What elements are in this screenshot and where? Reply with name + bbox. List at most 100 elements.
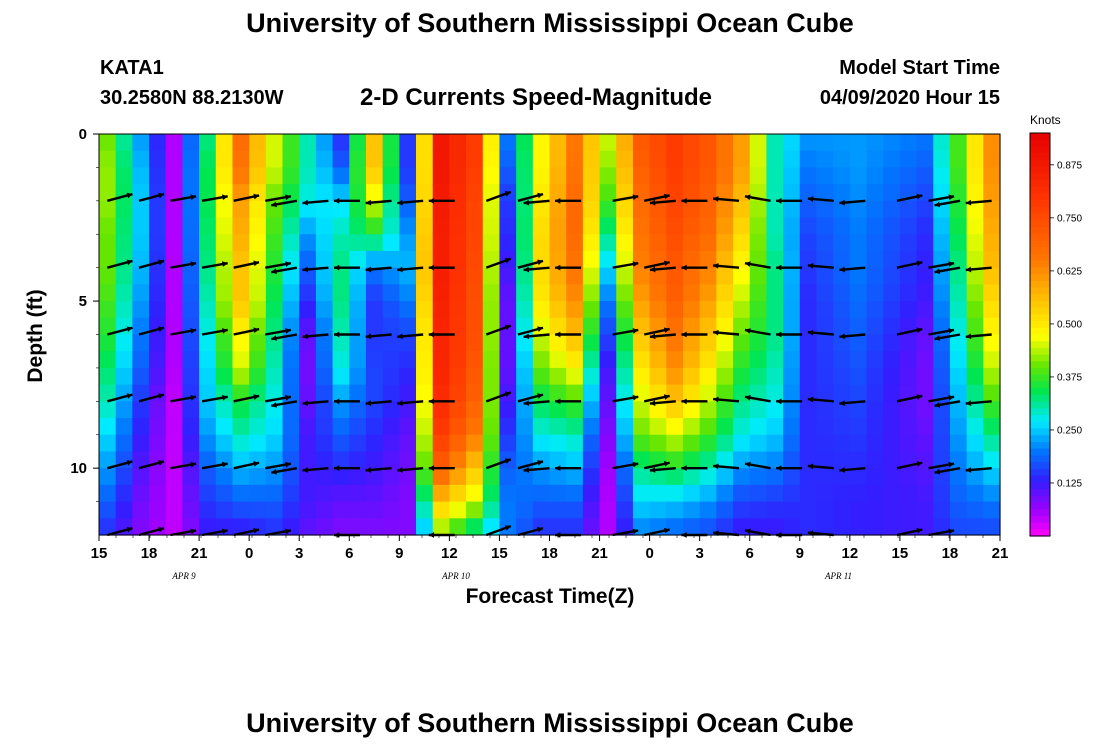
colorbar-tick-label: 0.375 (1057, 372, 1082, 383)
heatmap-cell (499, 334, 517, 352)
heatmap-cell (399, 317, 417, 336)
heatmap-cell (833, 200, 851, 219)
current-vector-arrow (428, 398, 455, 405)
heatmap-cell (165, 434, 184, 453)
current-vector-arrow (233, 394, 260, 403)
heatmap-cell (632, 150, 651, 169)
heatmap-cell (232, 150, 250, 169)
heatmap-cell (182, 200, 200, 219)
heatmap-cell (833, 401, 851, 419)
heatmap-cell (616, 167, 634, 185)
heatmap-cell (783, 250, 801, 269)
heatmap-cell (215, 217, 234, 235)
heatmap-cell (299, 184, 317, 202)
heatmap-cell (282, 434, 300, 453)
heatmap-cell (733, 351, 751, 369)
heatmap-cell (916, 351, 934, 369)
heatmap-cell (299, 401, 317, 419)
heatmap-cell (182, 418, 200, 436)
heatmap-cell (99, 284, 117, 302)
heatmap-cell (99, 351, 117, 369)
heatmap-cell (916, 217, 934, 235)
heatmap-cell (282, 217, 300, 235)
heatmap-cell (883, 317, 901, 336)
heatmap-cell (382, 234, 400, 252)
heatmap-cell (232, 167, 250, 185)
heatmap-cell (215, 134, 234, 152)
heatmap-cell (649, 267, 667, 285)
heatmap-cell (883, 150, 901, 169)
heatmap-cell (249, 501, 267, 519)
heatmap-cell (749, 367, 768, 386)
heatmap-cell (282, 384, 300, 402)
heatmap-cell (432, 200, 450, 219)
heatmap-cell (949, 451, 968, 469)
heatmap-cell (916, 434, 934, 453)
heatmap-cell (132, 367, 150, 386)
heatmap-cell (566, 401, 584, 419)
heatmap-cell (682, 284, 701, 302)
heatmap-cell (399, 250, 417, 269)
heatmap-cell (215, 234, 234, 252)
current-vector-arrow (233, 327, 260, 336)
current-vector-arrow (839, 466, 866, 473)
heatmap-cell (632, 284, 651, 302)
heatmap-cell (799, 401, 818, 419)
heatmap-cell (466, 484, 484, 503)
current-vector-arrow (612, 194, 639, 203)
heatmap-cell (199, 418, 217, 436)
heatmap-cell (699, 184, 717, 202)
heatmap-cell (599, 200, 617, 219)
heatmap-cell (549, 217, 567, 235)
current-vector-arrow (928, 194, 955, 203)
heatmap-cell (265, 451, 284, 469)
heatmap-cell (516, 418, 534, 436)
current-vector-arrow (201, 328, 228, 336)
colorbar-segment (1030, 327, 1050, 336)
heatmap-cell (282, 401, 300, 419)
current-vector-arrow (485, 524, 512, 537)
heatmap-cell (966, 234, 984, 252)
heatmap-cell (949, 401, 968, 419)
current-vector-arrow (265, 394, 292, 403)
heatmap-cell (449, 367, 467, 386)
heatmap-cell (849, 418, 868, 436)
heatmap-cell (432, 418, 450, 436)
heatmap-cell (716, 351, 734, 369)
heatmap-cell (349, 401, 367, 419)
current-vector-arrow (928, 461, 955, 470)
heatmap-cell (332, 150, 350, 169)
heatmap-cell (616, 351, 634, 369)
heatmap-cell (716, 418, 734, 436)
heatmap-cell (532, 167, 551, 185)
heatmap-cell (449, 184, 467, 202)
heatmap-cell (733, 250, 751, 269)
heatmap-cell (315, 451, 334, 469)
heatmap-cell (716, 301, 734, 319)
heatmap-cell (99, 384, 117, 402)
heatmap-cell (766, 501, 784, 519)
heatmap-cell (783, 150, 801, 169)
heatmap-cell (566, 250, 584, 269)
heatmap-cell (783, 484, 801, 503)
heatmap-cell (666, 518, 684, 536)
heatmap-cell (716, 518, 734, 536)
heatmap-cell (232, 267, 250, 285)
heatmap-cell (783, 284, 801, 302)
heatmap-cell (499, 468, 517, 486)
heatmap-cell (416, 234, 434, 252)
heatmap-cell (983, 217, 1001, 235)
heatmap-cell (499, 200, 517, 219)
heatmap-cell (733, 334, 751, 352)
heatmap-cell (966, 351, 984, 369)
heatmap-cell (249, 184, 267, 202)
heatmap-cell (783, 301, 801, 319)
heatmap-cell (983, 401, 1001, 419)
heatmap-cell (966, 384, 984, 402)
colorbar-segment (1030, 153, 1050, 161)
colorbar-segment (1030, 522, 1050, 530)
heatmap-cell (849, 518, 868, 536)
heatmap-cell (599, 484, 617, 503)
heatmap-cell (315, 334, 334, 352)
heatmap-cell (649, 301, 667, 319)
